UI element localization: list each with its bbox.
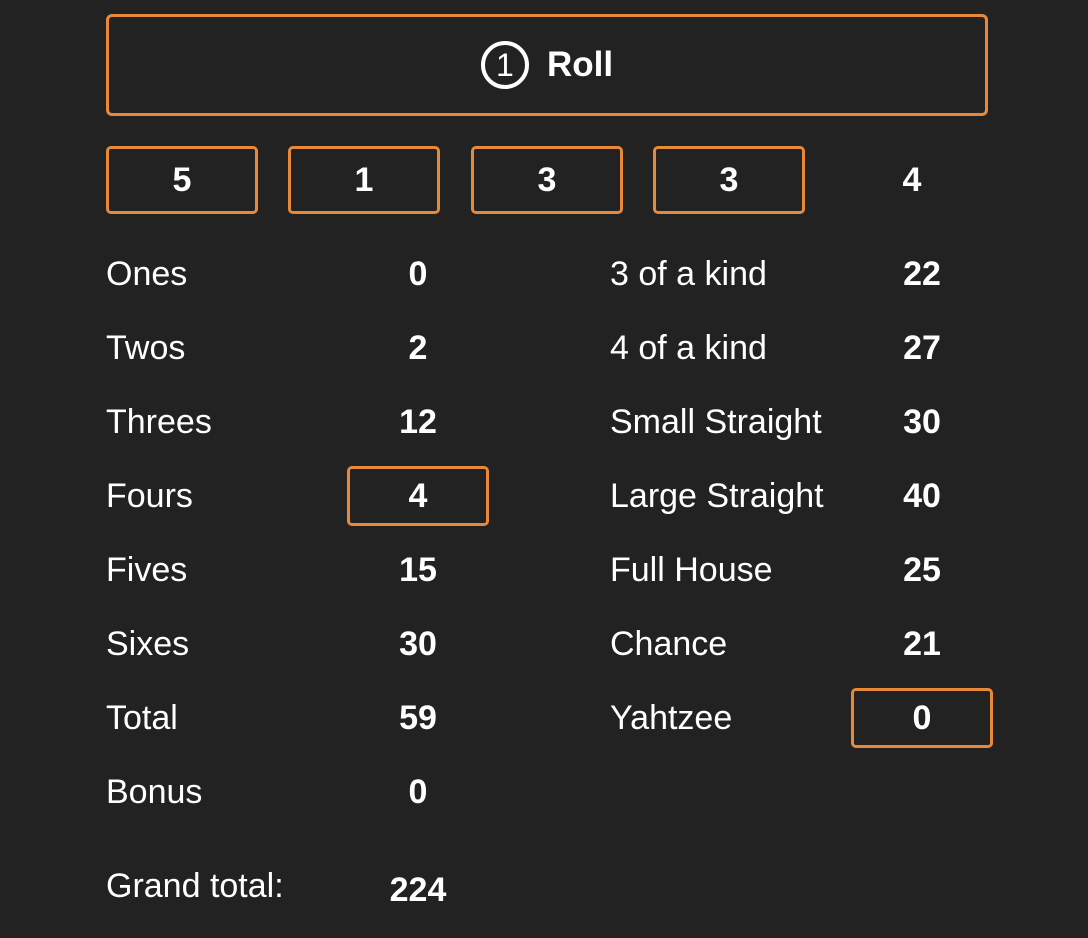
lower-label-three-of-a-kind: 3 of a kind bbox=[610, 255, 767, 293]
upper-score-threes[interactable]: 12 bbox=[399, 402, 437, 441]
upper-label-fives: Fives bbox=[106, 551, 188, 589]
upper-label-threes: Threes bbox=[106, 403, 212, 441]
lower-score-yahtzee[interactable]: 0 bbox=[851, 688, 993, 748]
lower-score-four-of-a-kind[interactable]: 27 bbox=[903, 328, 941, 367]
lower-score-large-straight[interactable]: 40 bbox=[903, 476, 941, 515]
upper-label-ones: Ones bbox=[106, 255, 188, 293]
upper-total-value: 59 bbox=[399, 698, 437, 737]
lower-label-full-house: Full House bbox=[610, 551, 773, 589]
lower-label-yahtzee: Yahtzee bbox=[610, 699, 733, 737]
bonus-value: 0 bbox=[408, 772, 428, 811]
lower-score-full-house[interactable]: 25 bbox=[903, 550, 941, 589]
grand-total-value: 224 bbox=[389, 870, 447, 909]
upper-total-label: Total bbox=[106, 699, 178, 737]
roll-button[interactable]: 1 Roll bbox=[106, 14, 988, 116]
grand-total-label: Grand total: bbox=[106, 867, 284, 905]
die-4[interactable]: 3 bbox=[653, 146, 805, 214]
die-2[interactable]: 1 bbox=[288, 146, 440, 214]
lower-label-small-straight: Small Straight bbox=[610, 403, 822, 441]
die-5[interactable]: 4 bbox=[902, 160, 922, 199]
upper-score-fours[interactable]: 4 bbox=[347, 466, 489, 526]
bonus-label: Bonus bbox=[106, 773, 203, 811]
upper-label-twos: Twos bbox=[106, 329, 186, 367]
die-3[interactable]: 3 bbox=[471, 146, 623, 214]
roll-count-badge: 1 bbox=[480, 41, 529, 89]
lower-score-three-of-a-kind[interactable]: 22 bbox=[903, 254, 941, 293]
lower-label-four-of-a-kind: 4 of a kind bbox=[610, 329, 767, 367]
roll-button-label: Roll bbox=[546, 45, 614, 84]
upper-score-twos[interactable]: 2 bbox=[408, 328, 428, 367]
lower-score-chance[interactable]: 21 bbox=[903, 624, 941, 663]
lower-label-chance: Chance bbox=[610, 625, 728, 663]
upper-label-sixes: Sixes bbox=[106, 625, 190, 663]
lower-label-large-straight: Large Straight bbox=[610, 477, 824, 515]
upper-score-ones[interactable]: 0 bbox=[408, 254, 428, 293]
upper-score-sixes[interactable]: 30 bbox=[399, 624, 437, 663]
upper-label-fours: Fours bbox=[106, 477, 193, 515]
lower-score-small-straight[interactable]: 30 bbox=[903, 402, 941, 441]
upper-score-fives[interactable]: 15 bbox=[399, 550, 437, 589]
die-1[interactable]: 5 bbox=[106, 146, 258, 214]
